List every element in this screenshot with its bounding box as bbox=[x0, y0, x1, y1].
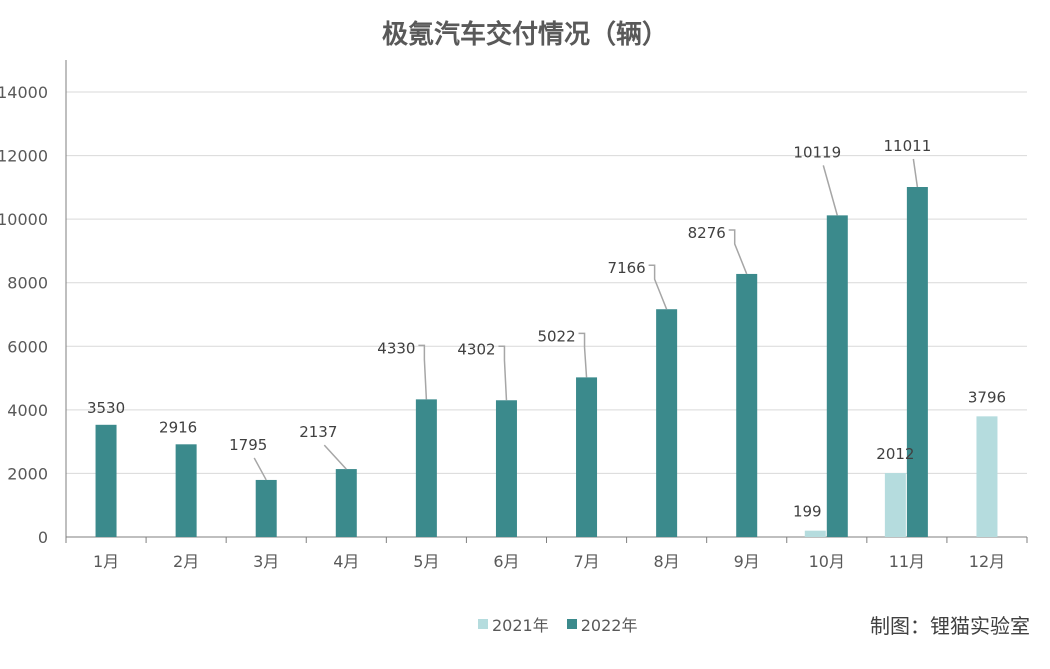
bar bbox=[656, 309, 678, 537]
bar bbox=[736, 273, 758, 537]
data-label: 5022 bbox=[537, 327, 575, 345]
x-tick-label: 1月 bbox=[93, 552, 119, 571]
data-label: 199 bbox=[793, 503, 822, 521]
y-tick-label: 4000 bbox=[7, 401, 48, 420]
data-label: 2137 bbox=[299, 423, 337, 441]
y-tick-label: 14000 bbox=[0, 83, 48, 102]
leader-line bbox=[578, 332, 588, 378]
leader-line bbox=[912, 158, 919, 188]
data-label: 8276 bbox=[688, 224, 726, 242]
x-tick-label: 7月 bbox=[573, 552, 599, 571]
leader-line bbox=[822, 165, 839, 216]
x-tick-label: 9月 bbox=[734, 552, 760, 571]
data-label: 10119 bbox=[793, 143, 841, 161]
axes: 0 2000 4000 6000 8000 10000 12000 14000 1月 2月 3月 4月… bbox=[0, 60, 1028, 571]
bar bbox=[884, 473, 906, 537]
x-tick-label: 6月 bbox=[493, 552, 519, 571]
y-tick-label: 6000 bbox=[7, 337, 48, 356]
leader-line bbox=[253, 457, 267, 481]
x-tick-label: 5月 bbox=[413, 552, 439, 571]
leader-line bbox=[418, 344, 428, 400]
legend-label-2021: 2021年 bbox=[492, 616, 549, 635]
data-label: 11011 bbox=[884, 137, 932, 155]
x-tick-label: 10月 bbox=[809, 552, 845, 571]
bar bbox=[495, 400, 517, 537]
leader-line bbox=[728, 229, 748, 275]
credit-text: 制图：锂猫实验室 bbox=[870, 614, 1030, 638]
data-label: 1795 bbox=[229, 436, 267, 454]
y-tick-label: 8000 bbox=[7, 274, 48, 293]
legend-swatch-2022 bbox=[566, 619, 577, 629]
x-tick-label: 3月 bbox=[253, 552, 279, 571]
y-tick-label: 0 bbox=[38, 528, 48, 547]
leader-line bbox=[648, 264, 668, 310]
bar bbox=[415, 399, 437, 537]
bar bbox=[335, 469, 357, 537]
data-label: 3796 bbox=[968, 388, 1006, 406]
legend: 2021年 2022年 bbox=[478, 612, 655, 636]
legend-label-2022: 2022年 bbox=[580, 616, 638, 635]
bar bbox=[175, 444, 197, 537]
x-tick-label: 4月 bbox=[333, 552, 359, 571]
bar bbox=[95, 424, 117, 537]
y-tick-label: 10000 bbox=[0, 210, 48, 229]
data-label: 7166 bbox=[608, 259, 646, 277]
data-label: 2916 bbox=[159, 418, 197, 436]
legend-item-2021: 2021年 bbox=[478, 612, 549, 636]
legend-swatch-2021 bbox=[478, 619, 488, 629]
x-tick-label: 8月 bbox=[654, 552, 680, 571]
data-labels: 199 2012 3796 3530 2916 1795 2137 4330 4302 5022 7… bbox=[87, 137, 1006, 521]
bar bbox=[255, 479, 277, 537]
bar bbox=[976, 416, 998, 537]
data-label: 2012 bbox=[876, 445, 914, 463]
bars bbox=[95, 187, 998, 537]
y-tick-label: 12000 bbox=[0, 147, 48, 166]
x-tick-label: 2月 bbox=[173, 552, 199, 571]
bar bbox=[804, 530, 826, 537]
data-label: 3530 bbox=[87, 399, 125, 417]
chart-title: 极氪汽车交付情况（辆） bbox=[381, 20, 668, 50]
data-label: 4302 bbox=[457, 340, 495, 358]
bar bbox=[906, 187, 928, 537]
gridlines bbox=[66, 91, 1027, 474]
bar bbox=[826, 215, 848, 537]
leader-line bbox=[498, 345, 508, 401]
bar bbox=[576, 377, 598, 537]
x-tick-label: 11月 bbox=[889, 552, 925, 571]
y-tick-label: 2000 bbox=[7, 464, 48, 483]
data-label: 4330 bbox=[377, 339, 415, 357]
x-tick-label: 12月 bbox=[969, 552, 1005, 571]
leader-line bbox=[323, 444, 347, 470]
legend-item-2022: 2022年 bbox=[566, 612, 638, 636]
